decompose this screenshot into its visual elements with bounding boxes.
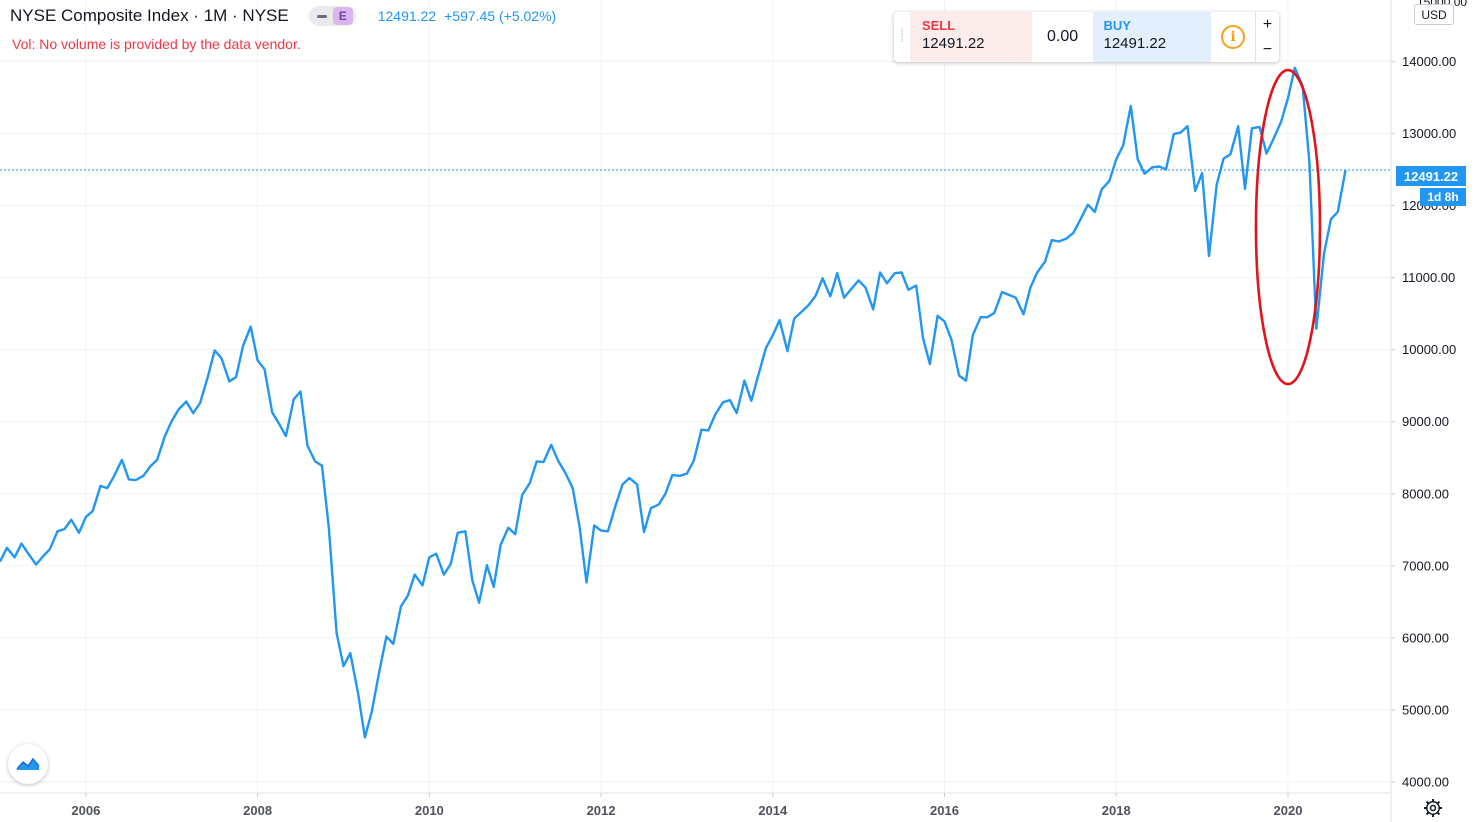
info-icon[interactable]: i <box>1221 25 1246 49</box>
bar-countdown: 1d 8h <box>1420 188 1466 206</box>
last-price-label: 12491.22 <box>1396 166 1466 186</box>
legend-last-price: 12491.22 <box>377 8 437 24</box>
y-tick-label: 9000.00 <box>1402 414 1449 429</box>
y-tick-label: 11000.00 <box>1402 270 1455 285</box>
price-series-line <box>0 66 1347 739</box>
earnings-badge[interactable]: E <box>332 7 353 25</box>
time-scale[interactable]: 2006 2008 2010 2012 2014 2016 2018 2020 <box>71 793 1302 818</box>
collapse-icon[interactable] <box>316 14 327 18</box>
decrease-button[interactable]: − <box>1262 40 1273 58</box>
logo-icon <box>16 757 40 770</box>
y-tick-label: 6000.00 <box>1402 631 1449 646</box>
volume-note: Vol: No volume is provided by the data v… <box>12 36 301 52</box>
y-tick-label: 13000.00 <box>1402 126 1456 141</box>
chart-grid <box>0 0 1391 793</box>
chart-settings-button[interactable] <box>1421 796 1445 820</box>
y-tick-label: 8000.00 <box>1402 486 1449 501</box>
y-tick-label: 5000.00 <box>1402 703 1449 718</box>
x-tick-label: 2012 <box>587 803 616 818</box>
spread-value: 0.00 <box>1047 28 1079 45</box>
y-tick-label: 10000.00 <box>1402 342 1456 357</box>
quantity-stepper: + − <box>1255 12 1279 62</box>
increase-button[interactable]: + <box>1262 15 1273 33</box>
y-tick-label: 4000.00 <box>1402 775 1449 790</box>
x-tick-label: 2006 <box>71 803 100 818</box>
drag-handle-icon[interactable]: ⁞ ⁞ <box>900 28 904 45</box>
y-tick-label: 14000.00 <box>1402 54 1456 69</box>
sell-label: SELL <box>921 18 956 33</box>
symbol-legend: NYSE Composite Index · 1M · NYSE E 12491… <box>10 5 556 27</box>
sell-button[interactable]: SELL 12491.22 <box>909 12 1032 62</box>
trade-panel: ⁞ ⁞ SELL 12491.22 0.00 BUY 12491.22 i + − <box>894 12 1279 62</box>
gear-icon <box>1424 799 1442 817</box>
y-tick-label: 7000.00 <box>1402 558 1449 573</box>
x-tick-label: 2016 <box>930 803 959 818</box>
info-button[interactable]: i <box>1211 12 1255 62</box>
x-tick-label: 2020 <box>1274 803 1303 818</box>
symbol-title[interactable]: NYSE Composite Index · 1M · NYSE <box>10 6 289 25</box>
x-tick-label: 2008 <box>243 803 272 818</box>
buy-label: BUY <box>1103 18 1131 33</box>
drop-annotation-ellipse[interactable] <box>1254 68 1322 386</box>
x-tick-label: 2018 <box>1102 803 1131 818</box>
tradingview-logo[interactable] <box>8 744 48 784</box>
legend-change: +597.45 (+5.02%) <box>444 8 557 24</box>
legend-toggle[interactable]: E <box>308 6 356 26</box>
currency-selector[interactable]: USD <box>1414 4 1454 25</box>
buy-button[interactable]: BUY 12491.22 <box>1093 12 1212 62</box>
price-scale[interactable]: 4000.00 5000.00 6000.00 7000.00 8000.00 9000.… <box>1391 54 1456 790</box>
buy-price: 12491.22 <box>1103 35 1167 52</box>
x-tick-label: 2014 <box>758 803 788 818</box>
x-tick-label: 2010 <box>415 803 444 818</box>
sell-price: 12491.22 <box>921 35 985 52</box>
